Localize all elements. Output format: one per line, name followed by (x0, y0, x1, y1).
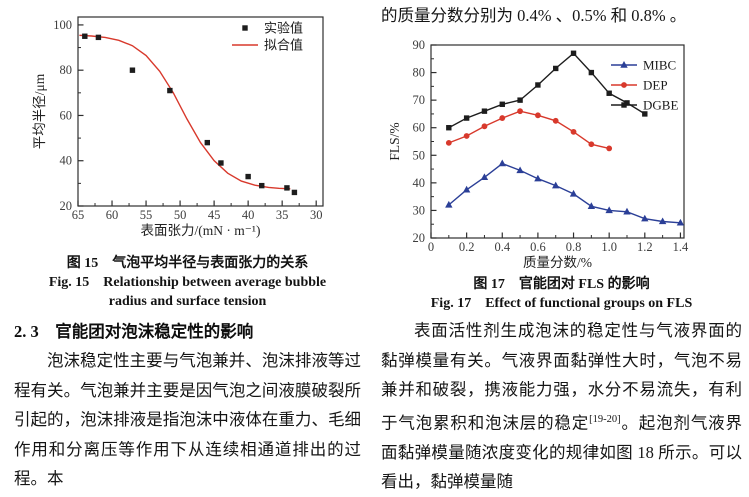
svg-text:20: 20 (413, 231, 426, 245)
svg-text:70: 70 (413, 93, 426, 107)
svg-text:0.2: 0.2 (459, 240, 475, 254)
svg-text:80: 80 (413, 66, 426, 80)
citation-superscript: [19-20] (589, 413, 621, 425)
left-column: 65 60 55 50 45 40 35 30 20 40 60 80 100 表面张力/(mN · m⁻… (14, 7, 361, 494)
svg-text:0.8: 0.8 (566, 240, 582, 254)
svg-text:1.4: 1.4 (673, 240, 689, 254)
series-points-MIBC (445, 159, 685, 226)
svg-text:55: 55 (140, 208, 153, 222)
series-line-DEP (448, 110, 610, 150)
section-heading: 2. 3 官能团对泡沫稳定性的影响 (14, 322, 254, 341)
figure17-caption-zh: 图 17 官能团对 FLS 的影响 (473, 277, 650, 292)
svg-text:40: 40 (413, 176, 426, 190)
svg-text:20: 20 (60, 199, 73, 213)
right-paragraph-text-1: 表面活性剂生成泡沫的稳定性与气液界面的黏弹模量有关。气液界面黏弹性大时，气泡不易… (381, 321, 742, 432)
svg-text:40: 40 (60, 154, 73, 168)
series-points-DGBE (446, 50, 648, 131)
svg-text:50: 50 (413, 148, 426, 162)
svg-text:40: 40 (242, 208, 255, 222)
figure15-caption-en-line1: Fig. 15 Relationship between average bub… (48, 275, 327, 290)
svg-text:35: 35 (276, 208, 289, 222)
svg-text:45: 45 (208, 208, 221, 222)
series-line-拟合值 (79, 34, 291, 190)
plot-area: 0 0.2 0.4 0.6 0.8 1.0 1.2 1.4 20 30 40 50 60 70 80 90 质量… (387, 38, 689, 270)
svg-text:平均半径/μm: 平均半径/μm (32, 73, 47, 149)
svg-text:1.2: 1.2 (637, 240, 653, 254)
svg-text:90: 90 (413, 38, 426, 52)
svg-text:FLS/%: FLS/% (387, 122, 402, 160)
svg-text:60: 60 (413, 121, 426, 135)
right-paragraph: 表面活性剂生成泡沫的稳定性与气液界面的黏弹模量有关。气液界面黏弹性大时，气泡不易… (381, 316, 742, 497)
svg-text:拟合值: 拟合值 (264, 38, 303, 53)
svg-text:100: 100 (53, 18, 72, 32)
svg-text:30: 30 (310, 208, 323, 222)
right-column: 的质量分数分别为 0.4% 、0.5% 和 0.8% 。 0 0.2 0.4 0.6 0… (381, 4, 742, 497)
figure15-caption-zh: 图 15 气泡平均半径与表面张力的关系 (66, 256, 309, 271)
svg-text:30: 30 (413, 203, 426, 217)
section-paragraph: 泡沫稳定性主要与气泡兼并、泡沫排液等过程有关。气泡兼并主要是因气泡之间液膜破裂所… (14, 351, 361, 488)
svg-text:实验值: 实验值 (264, 21, 303, 36)
svg-text:60: 60 (106, 208, 119, 222)
svg-text:DEP: DEP (643, 78, 668, 93)
figure15-caption-en-line2: radius and surface tension (108, 294, 267, 309)
page: 65 60 55 50 45 40 35 30 20 40 60 80 100 表面张力/(mN · m⁻… (14, 6, 743, 491)
svg-text:80: 80 (60, 63, 73, 77)
svg-text:MIBC: MIBC (643, 58, 676, 73)
legend: MIBC DEP DGBE (611, 58, 678, 113)
svg-text:65: 65 (72, 208, 85, 222)
series-points-DEP (445, 108, 613, 152)
svg-text:DGBE: DGBE (643, 98, 678, 113)
svg-text:0.6: 0.6 (530, 240, 546, 254)
svg-text:50: 50 (174, 208, 187, 222)
plot-area: 65 60 55 50 45 40 35 30 20 40 60 80 100 表面张力/(mN · m⁻… (32, 16, 324, 238)
continued-sentence: 的质量分数分别为 0.4% 、0.5% 和 0.8% 。 (381, 6, 687, 25)
svg-text:表面张力/(mN · m⁻¹): 表面张力/(mN · m⁻¹) (141, 223, 261, 238)
series-line-DGBE (448, 52, 646, 129)
svg-text:0: 0 (428, 240, 434, 254)
figure17-caption-en: Fig. 17 Effect of functional groups on F… (430, 296, 693, 311)
figure17-chart: 0 0.2 0.4 0.6 0.8 1.0 1.2 1.4 20 30 40 50 60 70 80 90 质量… (387, 38, 689, 270)
series-points-实验值 (82, 33, 298, 196)
svg-text:60: 60 (60, 108, 73, 122)
svg-text:1.0: 1.0 (601, 240, 617, 254)
svg-text:质量分数/%: 质量分数/% (523, 255, 592, 270)
series-line-MIBC (448, 162, 681, 224)
figure15-chart: 65 60 55 50 45 40 35 30 20 40 60 80 100 表面张力/(mN · m⁻… (32, 16, 324, 238)
svg-text:0.4: 0.4 (494, 240, 510, 254)
